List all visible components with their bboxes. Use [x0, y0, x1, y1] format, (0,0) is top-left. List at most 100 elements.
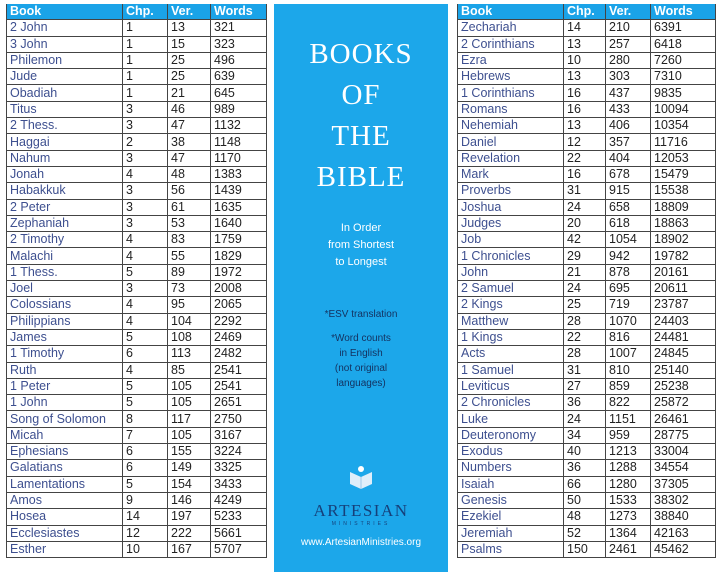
book-name: 1 Thess. [6, 263, 123, 282]
chapters: 3 [122, 100, 168, 119]
book-name: 2 Corinthians [457, 35, 564, 53]
table-row: Ezra 10 280 7260 [457, 51, 716, 70]
title-line: BIBLE [316, 161, 406, 193]
words: 1635 [210, 198, 267, 216]
chapters: 6 [122, 443, 168, 461]
table-row: Habakkuk 3 56 1439 [6, 182, 267, 200]
col-words: Words [210, 4, 267, 21]
col-words: Words [650, 4, 716, 21]
table-row: 1 Corinthians 16 437 9835 [457, 84, 716, 102]
words: 2482 [210, 345, 267, 363]
chapters: 4 [122, 296, 168, 314]
book-name: Obadiah [6, 84, 123, 102]
verses: 61 [167, 198, 211, 216]
col-book: Book [457, 4, 564, 21]
chapters: 4 [122, 361, 168, 379]
chapters: 4 [122, 165, 168, 184]
table-row: Malachi 4 55 1829 [6, 247, 267, 265]
chapters: 2 [122, 133, 168, 151]
words: 645 [210, 84, 267, 102]
chapters: 40 [563, 443, 606, 461]
table-row: Job 42 1054 18902 [457, 231, 716, 249]
chapters: 21 [563, 263, 606, 282]
chapters: 6 [122, 345, 168, 363]
col-verses: Ver. [167, 4, 211, 21]
verses: 25 [167, 51, 211, 70]
book-name: Matthew [457, 312, 564, 330]
artesian-logo: ARTESIAN MINISTRIES [274, 464, 448, 527]
verses: 816 [605, 328, 651, 347]
chapters: 8 [122, 410, 168, 428]
words: 3433 [210, 475, 267, 493]
words: 5233 [210, 508, 267, 526]
verses: 437 [605, 84, 651, 102]
note-line: (not original [334, 363, 388, 374]
words: 2750 [210, 410, 267, 428]
verses: 15 [167, 35, 211, 53]
book-name: Genesis [457, 491, 564, 510]
open-book-figure-icon [350, 466, 372, 489]
table-row: Nahum 3 47 1170 [6, 149, 267, 167]
table-row: Esther 10 167 5707 [6, 540, 267, 559]
words: 38302 [650, 491, 716, 510]
table-row: 1 Samuel 31 810 25140 [457, 361, 716, 379]
verses: 55 [167, 247, 211, 265]
words: 6391 [650, 19, 716, 37]
book-name: 2 Timothy [6, 231, 123, 249]
words: 2541 [210, 377, 267, 396]
verses: 1070 [605, 312, 651, 330]
chapters: 3 [122, 198, 168, 216]
book-name: Joel [6, 280, 123, 298]
book-name: Exodus [457, 443, 564, 461]
words: 25140 [650, 361, 716, 379]
translation-note: *ESV translation [324, 309, 398, 320]
words: 20611 [650, 280, 716, 298]
table-row: 1 Peter 5 105 2541 [6, 377, 267, 396]
chapters: 13 [563, 35, 606, 53]
table-row: Ecclesiastes 12 222 5661 [6, 524, 267, 542]
table-row: Song of Solomon 8 117 2750 [6, 410, 267, 428]
chapters: 1 [122, 35, 168, 53]
chapters: 36 [563, 394, 606, 412]
words: 2469 [210, 328, 267, 347]
subtitle-line: to Longest [335, 256, 387, 268]
words: 1383 [210, 165, 267, 184]
books-table-right: Book Chp. Ver. Words Zechariah 14 210 6391 2… [457, 4, 716, 559]
verses: 83 [167, 231, 211, 249]
chapters: 24 [563, 410, 606, 428]
table-row: Psalms 150 2461 45462 [457, 540, 716, 559]
verses: 154 [167, 475, 211, 493]
book-name: 1 Peter [6, 377, 123, 396]
book-name: 1 Timothy [6, 345, 123, 363]
book-name: 2 Chronicles [457, 394, 564, 412]
book-name: Isaiah [457, 475, 564, 493]
words: 25238 [650, 377, 716, 396]
table-row: Revelation 22 404 12053 [457, 149, 716, 167]
book-name: 2 John [6, 19, 123, 37]
words: 5707 [210, 540, 267, 559]
chapters: 3 [122, 149, 168, 167]
table-row: Titus 3 46 989 [6, 100, 267, 119]
panel-title: BOOKS OF THE BIBLE [274, 34, 448, 198]
table-row: Mark 16 678 15479 [457, 165, 716, 184]
table-row: Colossians 4 95 2065 [6, 296, 267, 314]
chapters: 5 [122, 377, 168, 396]
words: 38840 [650, 508, 716, 526]
word-count-note: *Word counts in English (not original la… [274, 331, 448, 391]
table-row: Acts 28 1007 24845 [457, 345, 716, 363]
chapters: 52 [563, 524, 606, 542]
chapters: 20 [563, 214, 606, 233]
book-name: Micah [6, 426, 123, 445]
chapters: 22 [563, 149, 606, 167]
verses: 1280 [605, 475, 651, 493]
book-name: Numbers [457, 459, 564, 477]
book-name: Judges [457, 214, 564, 233]
words: 34554 [650, 459, 716, 477]
words: 26461 [650, 410, 716, 428]
table-header: Book Chp. Ver. Words [457, 4, 716, 21]
words: 2065 [210, 296, 267, 314]
table-row: Numbers 36 1288 34554 [457, 459, 716, 477]
words: 323 [210, 35, 267, 53]
verses: 38 [167, 133, 211, 151]
book-name: Ruth [6, 361, 123, 379]
